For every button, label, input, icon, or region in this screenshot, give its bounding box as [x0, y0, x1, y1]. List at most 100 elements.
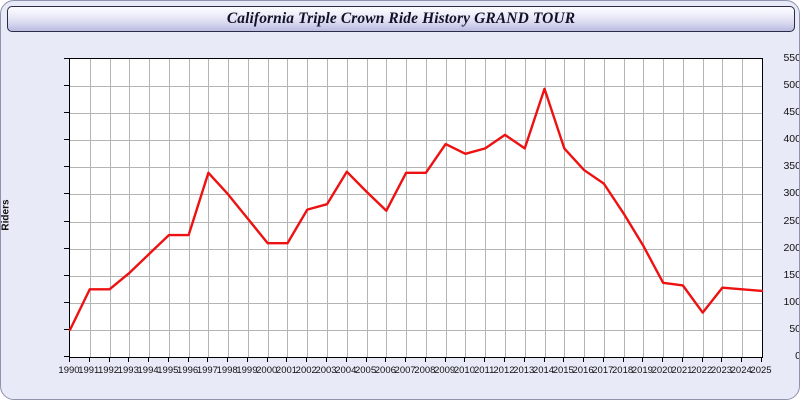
x-tick-mark	[88, 357, 90, 362]
x-tick-mark	[69, 357, 70, 362]
x-tick-mark	[701, 357, 703, 362]
x-gridline	[445, 59, 447, 357]
y-tick-label: 250	[783, 214, 800, 227]
y-tick-label: 100	[783, 295, 800, 308]
x-tick-label: 2017	[592, 365, 614, 376]
x-tick-mark	[227, 357, 229, 362]
x-gridline	[168, 59, 170, 357]
y-tick-label: 400	[783, 133, 800, 146]
x-tick-label: 2020	[651, 365, 673, 376]
y-tick-mark	[64, 301, 69, 303]
x-gridline	[524, 59, 526, 357]
chart-canvas: Riders 0 50 100 150 200 250 300 350 400 450 500 550…	[1, 37, 800, 399]
y-gridline	[70, 140, 762, 142]
x-gridline	[267, 59, 269, 357]
x-tick-mark	[326, 357, 328, 362]
x-tick-mark	[583, 357, 585, 362]
x-tick-label: 1994	[137, 365, 159, 376]
x-gridline	[247, 59, 249, 357]
y-tick-label: 200	[783, 241, 800, 254]
x-gridline	[307, 59, 309, 357]
x-gridline	[129, 59, 131, 357]
x-tick-label: 2024	[730, 365, 752, 376]
x-gridline	[544, 59, 546, 357]
x-tick-label: 2019	[631, 365, 653, 376]
x-gridline	[682, 59, 684, 357]
x-tick-mark	[424, 357, 426, 362]
x-tick-label: 1996	[177, 365, 199, 376]
x-gridline	[425, 59, 427, 357]
x-tick-mark	[721, 357, 723, 362]
x-gridline	[485, 59, 487, 357]
x-gridline	[188, 59, 190, 357]
y-tick-label: 550	[783, 52, 800, 64]
x-tick-label: 2000	[256, 365, 278, 376]
x-tick-mark	[148, 357, 150, 362]
x-gridline	[386, 59, 388, 357]
x-tick-label: 2006	[374, 365, 396, 376]
y-gridline	[70, 329, 762, 331]
x-gridline	[228, 59, 230, 357]
x-gridline	[287, 59, 289, 357]
y-gridline	[70, 113, 762, 115]
y-tick-mark	[64, 85, 69, 87]
x-tick-mark	[365, 357, 367, 362]
x-tick-label: 1999	[236, 365, 258, 376]
x-tick-label: 2022	[691, 365, 713, 376]
x-tick-label: 2011	[473, 365, 495, 376]
x-tick-mark	[266, 357, 268, 362]
y-gridline	[70, 221, 762, 223]
x-tick-label: 2005	[354, 365, 377, 376]
x-tick-label: 2023	[710, 365, 733, 376]
x-tick-mark	[662, 357, 664, 362]
x-gridline	[663, 59, 665, 357]
x-tick-mark	[286, 357, 288, 362]
x-tick-mark	[681, 357, 683, 362]
y-gridline	[70, 167, 762, 169]
x-tick-label: 2007	[394, 365, 416, 376]
x-tick-mark	[246, 357, 248, 362]
x-tick-mark	[484, 357, 486, 362]
y-gridline	[70, 248, 762, 250]
y-tick-label: 300	[783, 187, 800, 200]
x-tick-label: 2016	[572, 365, 594, 376]
x-tick-label: 2001	[275, 365, 298, 376]
x-tick-mark	[405, 357, 407, 362]
x-tick-label: 2018	[612, 365, 634, 376]
x-tick-mark	[563, 357, 565, 362]
x-tick-label: 1998	[216, 365, 238, 376]
x-tick-mark	[444, 357, 446, 362]
x-gridline	[722, 59, 724, 357]
y-tick-mark	[64, 139, 69, 141]
x-gridline	[149, 59, 151, 357]
x-tick-label: 2008	[414, 365, 436, 376]
x-tick-mark	[345, 357, 347, 362]
x-tick-label: 1990	[58, 365, 80, 376]
x-tick-mark	[385, 357, 387, 362]
x-gridline	[327, 59, 329, 357]
x-tick-label: 2025	[750, 365, 772, 376]
x-tick-mark	[128, 357, 130, 362]
y-gridline	[70, 86, 762, 88]
y-tick-mark	[64, 193, 69, 195]
x-tick-label: 2014	[532, 365, 555, 376]
x-tick-mark	[543, 357, 545, 362]
y-tick-label: 0	[745, 350, 799, 362]
x-tick-mark	[108, 357, 110, 362]
y-tick-mark	[64, 220, 69, 222]
x-gridline	[406, 59, 408, 357]
x-tick-label: 1993	[117, 365, 139, 376]
x-gridline	[643, 59, 645, 357]
y-gridline	[70, 275, 762, 277]
x-tick-label: 2015	[552, 365, 574, 376]
x-tick-label: 1992	[97, 365, 120, 376]
x-gridline	[465, 59, 467, 357]
x-tick-label: 2021	[671, 365, 693, 376]
x-tick-mark	[622, 357, 624, 362]
x-tick-mark	[207, 357, 209, 362]
x-tick-label: 2004	[335, 365, 357, 376]
x-tick-mark	[306, 357, 308, 362]
x-tick-mark	[464, 357, 466, 362]
y-tick-mark	[64, 274, 69, 276]
